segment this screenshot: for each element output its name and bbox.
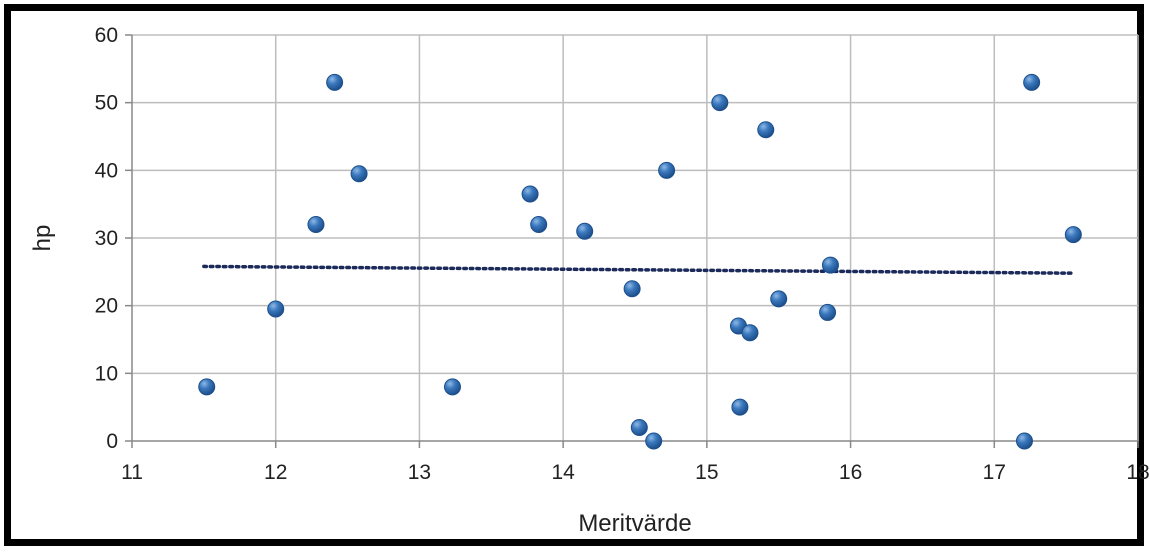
data-point (821, 256, 839, 274)
x-axis-title: Meritvärde (578, 510, 691, 537)
data-point (1064, 226, 1082, 244)
data-point (576, 222, 594, 240)
data-point (819, 303, 837, 321)
trendline-group (202, 264, 1076, 275)
data-point (770, 290, 788, 308)
y-tick-label: 40 (95, 159, 118, 182)
y-axis-title: hp (29, 225, 56, 252)
x-tick-label: 14 (551, 461, 575, 484)
tick-labels: 11 12 13 14 15 16 17 18 0 10 20 30 40 50 60 (95, 24, 1150, 484)
data-point (521, 185, 539, 203)
data-points (198, 73, 1082, 450)
x-tick-label: 11 (121, 461, 143, 484)
data-point (198, 378, 216, 396)
x-tick-label: 12 (264, 461, 287, 484)
y-tick-label: 10 (95, 362, 118, 385)
y-tick-label: 50 (95, 92, 118, 115)
trendline (202, 264, 1076, 275)
data-point (711, 94, 729, 112)
data-point (267, 300, 285, 318)
data-point (645, 432, 663, 450)
data-point (326, 73, 344, 91)
data-point (630, 418, 648, 436)
gridlines (132, 34, 1139, 441)
data-point (307, 215, 325, 233)
data-point (741, 324, 759, 342)
y-tick-label: 30 (95, 227, 118, 250)
data-point (731, 398, 749, 416)
x-tick-label: 17 (983, 461, 1006, 484)
chart-frame (4, 4, 1144, 546)
data-point (623, 280, 641, 298)
data-point (1023, 73, 1041, 91)
data-point (443, 378, 461, 396)
data-point (1015, 432, 1033, 450)
x-tick-label: 18 (1126, 461, 1149, 484)
x-tick-label: 16 (839, 461, 862, 484)
data-point (530, 215, 548, 233)
data-point (658, 161, 676, 179)
x-tick-label: 13 (408, 461, 431, 484)
data-point (350, 165, 368, 183)
data-point (757, 121, 775, 139)
y-tick-label: 60 (95, 24, 118, 47)
axes (125, 34, 1139, 448)
x-tick-label: 15 (695, 461, 718, 484)
y-tick-label: 0 (106, 430, 118, 453)
y-tick-label: 20 (95, 295, 118, 318)
